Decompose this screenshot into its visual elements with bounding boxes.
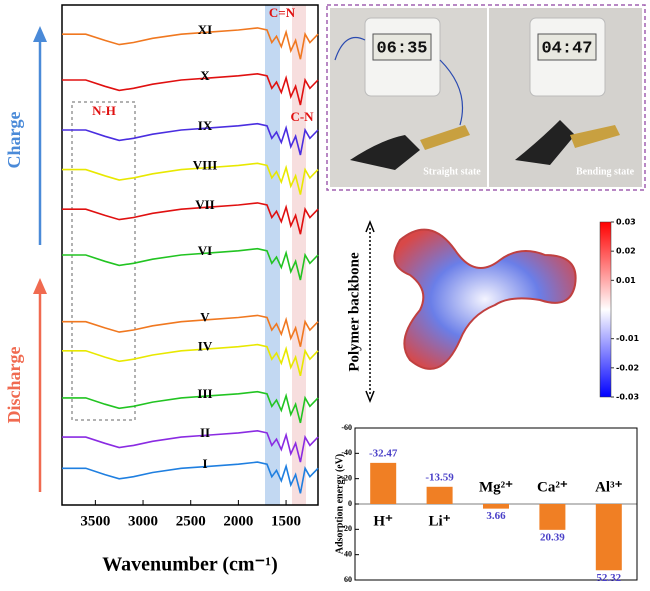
spectrum — [62, 390, 319, 424]
spectrum — [62, 343, 319, 376]
series-label: IV — [198, 339, 213, 354]
spectrum — [62, 202, 319, 235]
value-label: 20.39 — [540, 531, 565, 543]
x-tick-label: Li⁺ — [429, 513, 451, 529]
annotation: Charge — [4, 112, 24, 169]
series-label: II — [200, 425, 210, 440]
bar — [370, 462, 397, 504]
spectrum — [62, 429, 319, 463]
x-tick-label: Mg²⁺ — [479, 479, 513, 495]
series-label: I — [202, 456, 207, 471]
timer-screen — [537, 33, 597, 61]
series-label: V — [200, 310, 210, 325]
colorbar-tick-label: -0.01 — [616, 334, 639, 343]
spectrum — [62, 72, 319, 106]
series-label: VI — [198, 243, 212, 258]
device — [350, 135, 420, 170]
bar — [426, 486, 453, 504]
y-tick-label: 40 — [344, 549, 352, 558]
bar — [483, 504, 509, 509]
x-tick-label: H⁺ — [373, 513, 393, 529]
y-axis-label: Adsorption energy (eV) — [334, 454, 345, 555]
x-tick-label: 3500 — [80, 513, 110, 529]
x-tick-label: 1500 — [271, 513, 301, 529]
spectrum — [62, 461, 319, 494]
y-tick-label: 60 — [344, 575, 352, 584]
caption: Straight state — [423, 166, 481, 177]
clip — [420, 125, 470, 150]
annotation: C-N — [290, 109, 314, 124]
charge-arrow-head — [33, 26, 47, 42]
colorbar-tick-label: -0.03 — [616, 393, 639, 402]
x-tick-label: Al³⁺ — [595, 479, 622, 495]
esp-surface — [393, 228, 577, 370]
molecule — [393, 228, 577, 370]
clip — [570, 125, 620, 148]
annotation: N-H — [92, 103, 116, 118]
timer-screen — [372, 33, 432, 61]
annotation: Discharge — [4, 346, 24, 423]
value-label: 52.32 — [596, 572, 621, 584]
colorbar-tick-label: -0.02 — [616, 363, 639, 372]
value-label: 3.66 — [486, 510, 506, 522]
esp-label: Polymer backbone — [346, 252, 362, 372]
c-n-band — [292, 5, 306, 505]
colorbar-tick-label: 0.02 — [616, 247, 636, 256]
caption: Bending state — [576, 166, 635, 177]
nh-box — [71, 101, 136, 421]
y-tick-label: 20 — [344, 524, 352, 533]
x-axis-label: Wavenumber (cm⁻¹) — [102, 554, 278, 576]
wire — [334, 36, 464, 126]
bar — [539, 504, 566, 530]
y-tick-label: -20 — [341, 473, 352, 482]
series-label: VII — [195, 197, 215, 212]
cn-band — [265, 5, 280, 505]
colorbar — [599, 221, 612, 398]
device — [515, 120, 575, 165]
spectrum — [62, 247, 319, 281]
series-label: III — [197, 386, 212, 401]
series-label: XI — [198, 22, 212, 37]
y-tick-label: -40 — [341, 448, 352, 457]
bar — [595, 504, 622, 571]
x-tick-label: 3000 — [128, 513, 158, 529]
photo-frame — [326, 4, 646, 191]
x-tick-label: 2500 — [176, 513, 206, 529]
x-tick-label: 2000 — [223, 513, 253, 529]
annotation: C=N — [269, 5, 296, 20]
colorbar-tick-label: 0.03 — [616, 218, 636, 227]
backbone-arrow-heads — [365, 219, 375, 404]
series-label: IX — [198, 118, 213, 133]
spectrum — [62, 27, 319, 60]
y-tick-label: 0 — [348, 499, 352, 508]
discharge-arrow-head — [33, 278, 47, 294]
spectrum — [62, 162, 319, 195]
value-label: -32.47 — [369, 447, 398, 459]
value-label: -13.59 — [425, 471, 454, 483]
series-label: X — [200, 68, 210, 83]
timer-text: 06:35 — [376, 39, 427, 58]
series-label: VIII — [193, 157, 218, 172]
spectrum — [62, 122, 319, 156]
spectrum — [62, 314, 319, 347]
timer-text: 04:47 — [541, 39, 592, 58]
x-tick-label: Ca²⁺ — [537, 479, 568, 495]
colorbar-tick-label: 0.01 — [616, 276, 636, 285]
y-tick-label: -60 — [341, 423, 352, 432]
